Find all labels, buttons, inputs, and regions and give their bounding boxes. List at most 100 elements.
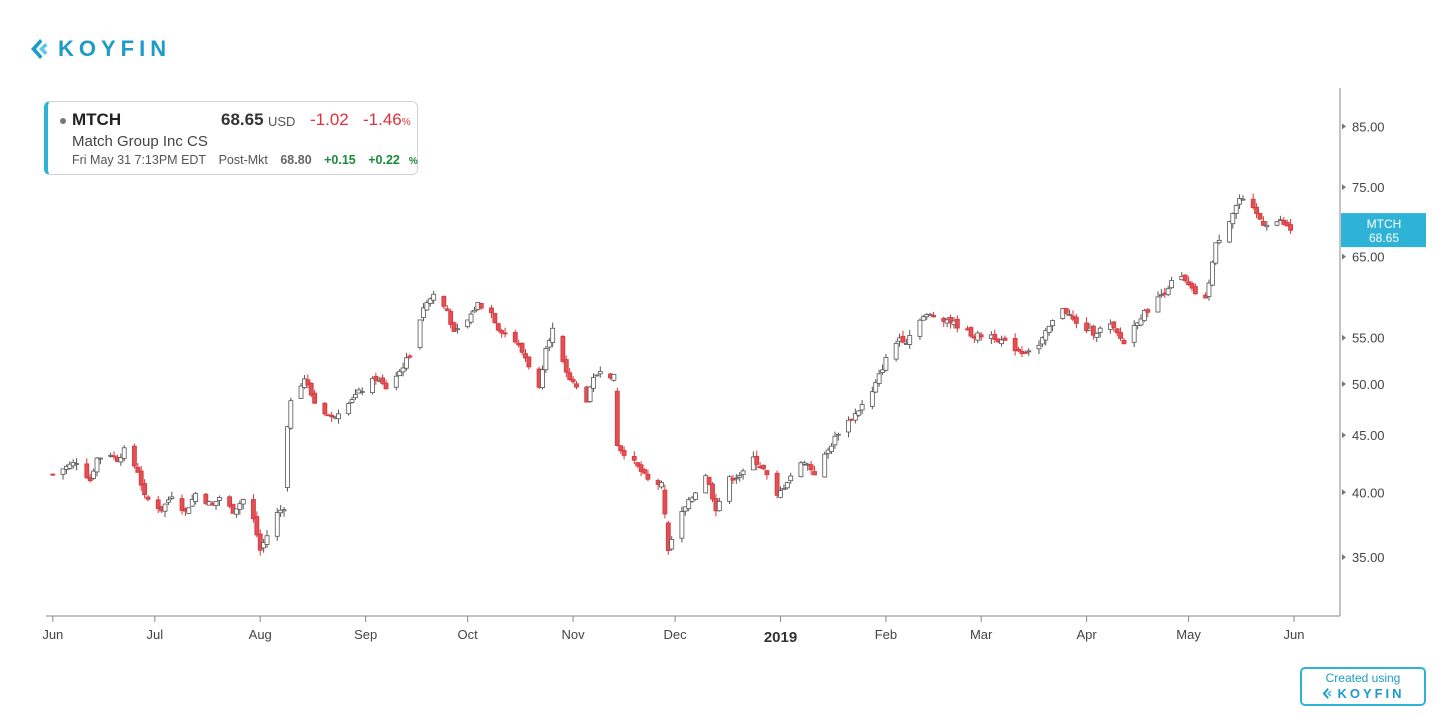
candle-body bbox=[693, 492, 698, 500]
candle-body bbox=[1182, 274, 1188, 281]
candle-down bbox=[495, 322, 501, 333]
candle-down bbox=[1260, 216, 1266, 227]
candle-down bbox=[1002, 335, 1008, 341]
x-tick-label: Nov bbox=[562, 627, 586, 642]
candle-down bbox=[1111, 321, 1117, 332]
candle-up bbox=[465, 319, 471, 329]
candle-up bbox=[727, 475, 732, 505]
pct-sign: % bbox=[401, 117, 411, 128]
candle-down bbox=[730, 474, 736, 484]
post-pct-sign: % bbox=[408, 156, 418, 167]
candle-body bbox=[920, 316, 926, 321]
candle-body bbox=[999, 339, 1004, 345]
candle-body bbox=[431, 293, 437, 301]
candle-up bbox=[924, 313, 930, 320]
candle-body bbox=[87, 477, 93, 482]
currency: USD bbox=[268, 114, 296, 129]
candle-body bbox=[227, 496, 233, 507]
candle-up bbox=[1216, 234, 1222, 245]
candle-up bbox=[1274, 220, 1280, 227]
candle-up bbox=[716, 497, 722, 512]
candle-body bbox=[189, 498, 195, 507]
candle-up bbox=[60, 468, 66, 480]
candle-down bbox=[774, 470, 780, 499]
candle-up bbox=[468, 310, 474, 325]
candle-body bbox=[380, 377, 386, 384]
candle-down bbox=[764, 469, 770, 480]
candle-up bbox=[778, 486, 783, 499]
candle-body bbox=[835, 433, 841, 436]
candle-body bbox=[659, 482, 664, 488]
candle-body bbox=[1189, 283, 1195, 289]
candle-up bbox=[274, 508, 280, 541]
candle-up bbox=[1050, 319, 1055, 332]
x-tick-label: Aug bbox=[249, 627, 272, 642]
candle-body bbox=[203, 493, 209, 504]
candle-body bbox=[1165, 288, 1171, 296]
price-tag-box bbox=[1341, 213, 1426, 248]
candle-up bbox=[1131, 320, 1137, 347]
candle-body bbox=[784, 482, 790, 489]
y-tick-label: 65.00 bbox=[1352, 250, 1385, 265]
candle-up bbox=[261, 538, 267, 553]
y-tick-marker bbox=[1342, 432, 1346, 439]
candle-up bbox=[98, 457, 103, 465]
candle-down bbox=[1012, 333, 1018, 356]
candle-body bbox=[74, 463, 80, 466]
candle-body bbox=[50, 473, 56, 476]
candle-up bbox=[594, 374, 600, 377]
candle-body bbox=[968, 327, 974, 337]
candle-up bbox=[597, 366, 603, 378]
candle-body bbox=[635, 462, 641, 467]
candle-up bbox=[472, 306, 477, 313]
candle-up bbox=[1230, 212, 1236, 229]
candle-down bbox=[492, 313, 498, 324]
candle-body bbox=[1012, 337, 1018, 352]
candle-up bbox=[118, 453, 124, 466]
candle-up bbox=[166, 496, 171, 506]
candle-down bbox=[1084, 317, 1089, 334]
candle-body bbox=[217, 497, 222, 501]
candle-body bbox=[733, 477, 739, 480]
candle-down bbox=[1063, 308, 1069, 316]
candle-up bbox=[424, 299, 430, 311]
x-tick-label: Mar bbox=[970, 627, 993, 642]
candle-body bbox=[1257, 213, 1263, 220]
y-tick-label: 75.00 bbox=[1352, 180, 1385, 195]
candle-body bbox=[781, 487, 787, 490]
candle-up bbox=[349, 396, 355, 404]
candle-down bbox=[1257, 213, 1263, 220]
candle-body bbox=[832, 435, 838, 446]
ticker-symbol[interactable]: MTCH bbox=[72, 110, 122, 129]
candle-up bbox=[856, 410, 862, 417]
candle-body bbox=[455, 328, 460, 331]
candle-down bbox=[329, 411, 335, 423]
candle-up bbox=[920, 315, 926, 321]
candle-down bbox=[808, 460, 814, 475]
candle-body bbox=[251, 499, 256, 520]
candle-body bbox=[264, 535, 270, 545]
candle-body bbox=[621, 450, 627, 456]
koyfin-small-logo-icon bbox=[1323, 688, 1332, 699]
candle-up bbox=[733, 473, 739, 484]
candle-body bbox=[1155, 296, 1161, 313]
candle-down bbox=[1182, 274, 1188, 283]
candle-body bbox=[1158, 294, 1164, 297]
candle-body bbox=[1213, 242, 1219, 264]
created-using-badge[interactable]: Created using KOYFIN bbox=[1300, 667, 1426, 706]
candle-body bbox=[312, 392, 318, 404]
candle-body bbox=[1050, 320, 1055, 327]
candle-body bbox=[495, 323, 501, 331]
candle-body bbox=[1094, 332, 1100, 338]
candle-up bbox=[237, 500, 243, 515]
price-change-pct: -1.46% bbox=[363, 110, 411, 130]
candle-up bbox=[1067, 309, 1072, 317]
candle-up bbox=[162, 503, 168, 518]
candle-body bbox=[645, 473, 651, 480]
candle-up bbox=[1138, 314, 1144, 327]
x-tick-label: Apr bbox=[1076, 627, 1097, 642]
candle-body bbox=[1138, 318, 1144, 326]
candle-up bbox=[417, 319, 423, 350]
candle-body bbox=[876, 373, 882, 384]
candle-body bbox=[978, 334, 984, 338]
